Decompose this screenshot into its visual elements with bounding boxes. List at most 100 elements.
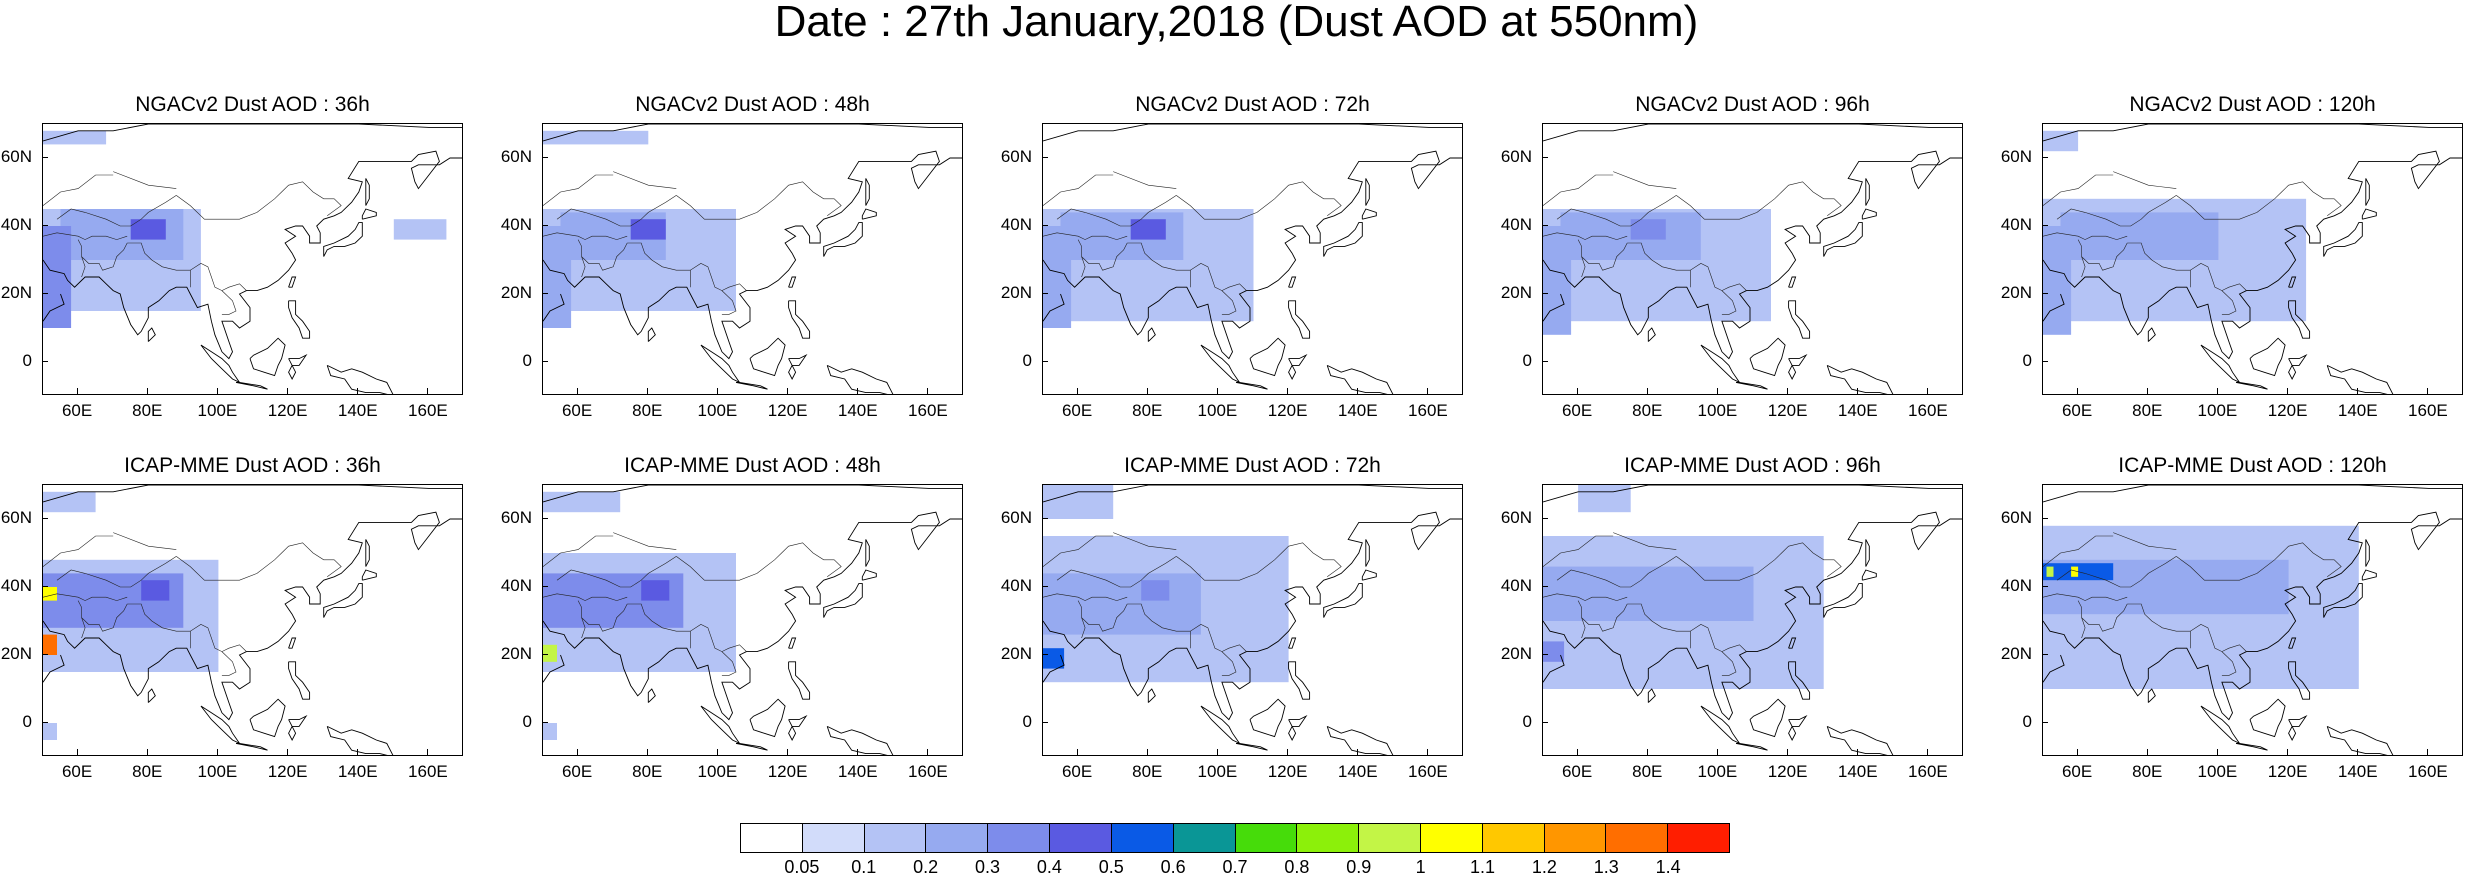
map-panel: NGACv2 Dust AOD : 48h 60N 40N 20N 0 60E 80E 100… [500,93,970,433]
coastline [2043,511,2462,721]
x-tick-label: 120E [267,762,308,781]
coastline [2200,705,2241,745]
x-tick-label: 80E [2132,401,2163,420]
aod-cell [43,226,72,328]
country-border [1581,242,1628,271]
x-tick-label: 140E [2337,762,2378,781]
y-tick [2042,360,2048,362]
y-tick-label: 20N [1000,283,1032,302]
country-border [1676,181,1842,220]
coastline [788,661,811,700]
x-tick-label: 60E [1561,401,1593,420]
coastline [826,725,894,755]
x-tick-label: 100E [1197,401,1238,420]
y-tick [1042,517,1048,519]
x-tick-label: 160E [408,401,448,420]
colorbar-swatch [1235,824,1298,852]
y-tick [1542,585,1548,587]
country-border [1221,651,1237,676]
coastline [1200,705,1241,745]
y-tick-label: 40N [1500,576,1532,595]
country-border [1176,542,1342,581]
x-tick [1576,749,1578,755]
y-tick-label: 20N [2000,644,2032,663]
panel-title: NGACv2 Dust AOD : 120h [2129,93,2376,116]
country-border [1543,535,1614,567]
x-tick-label: 160E [1908,762,1948,781]
y-tick-label: 20N [0,283,32,302]
aod-cell [1543,566,1754,621]
coastline [2043,293,2065,322]
country-border [1627,603,1747,652]
y-tick-label: 0 [1022,351,1032,370]
country-border [2077,600,2086,639]
y-tick [1542,653,1548,655]
country-border [1077,600,1086,639]
coastline [1326,364,1394,394]
x-tick [1357,749,1359,755]
x-tick-label: 100E [1697,762,1738,781]
colorbar-swatch [864,824,927,852]
panel-title: NGACv2 Dust AOD : 36h [135,93,370,116]
x-tick-label: 160E [1908,401,1948,420]
y-tick-label: 40N [2000,576,2032,595]
x-tick-label: 80E [632,762,663,781]
y-tick-label: 0 [2022,712,2032,731]
colorbar-label: 0.3 [974,857,1001,877]
x-tick-label: 100E [2197,401,2238,420]
y-tick-label: 60N [2000,508,2032,527]
x-tick [76,388,78,394]
x-tick [2216,749,2218,755]
x-tick [1146,388,1148,394]
coastline [2200,344,2241,384]
map-plot [1543,485,1962,755]
x-tick [716,749,718,755]
x-tick-label: 160E [908,401,948,420]
coastline [1043,150,1462,360]
y-tick-label: 0 [1522,712,1532,731]
x-tick [216,388,218,394]
coastline [2361,208,2377,220]
y-tick [2042,653,2048,655]
y-tick [1042,292,1048,294]
coastline [788,715,808,741]
coastline [2249,698,2286,738]
y-tick-label: 60N [2000,147,2032,166]
coastline [1323,222,1363,257]
country-border [1127,242,1247,291]
country-border [1676,542,1842,581]
country-border [2113,532,2177,550]
x-tick-label: 80E [132,762,163,781]
x-tick-label: 140E [1337,762,1378,781]
aod-cell [1578,485,1631,513]
country-border [2127,242,2247,291]
y-tick [542,292,548,294]
coastline [2288,661,2311,700]
coastline [861,569,877,581]
x-tick-label: 160E [908,762,948,781]
y-tick [1542,156,1548,158]
x-tick [287,388,289,394]
country-border [1056,556,1177,588]
country-border [627,603,747,652]
x-tick [2357,388,2359,394]
aod-cell [130,219,166,240]
aod-cell [543,226,572,328]
country-border [2221,290,2237,315]
colorbar-swatch [1668,824,1729,852]
colorbar-swatch [1606,824,1669,852]
coastline [1543,124,1962,142]
country-border [1113,171,1177,189]
colorbar-swatch [1544,824,1607,852]
country-border [627,242,747,291]
x-tick [787,749,789,755]
y-tick [542,224,548,226]
coastline [288,300,311,339]
x-tick-label: 80E [632,401,663,420]
coastline [147,688,156,703]
panel-title: ICAP-MME Dust AOD : 96h [1624,454,1881,477]
coastline [1826,725,1894,755]
x-tick-label: 100E [697,762,738,781]
colorbar [740,823,1730,853]
map-plot [2043,485,2462,755]
